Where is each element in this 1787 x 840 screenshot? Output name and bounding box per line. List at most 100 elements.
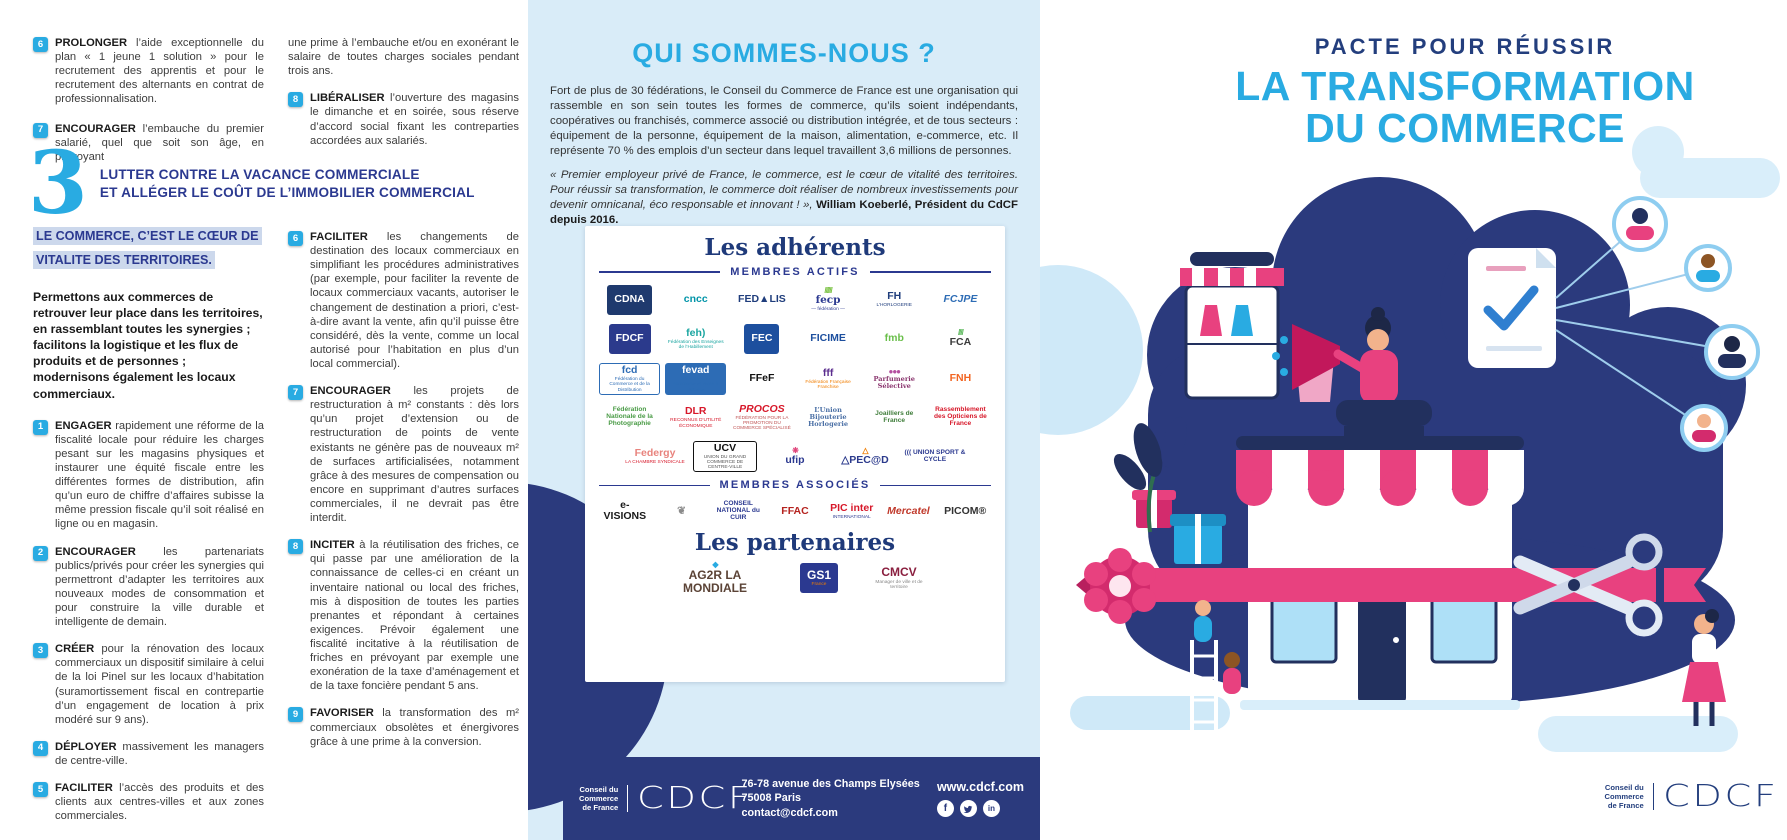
pact-item: 4 DÉPLOYER massivement les managers de ce… [33,740,264,768]
item-number-badge: 5 [33,782,48,798]
divider-line [599,271,721,273]
member-logo: FED▲LIS [738,287,786,313]
brand-line3: de France [1607,801,1644,811]
logo-text: fmb [884,332,904,345]
who-are-we-title: QUI SOMMES-NOUS ? [632,38,936,68]
member-logo: fff Fédération Française Franchise [798,366,859,392]
divider-line [599,484,710,487]
member-logo: fevad Fédération e-commerce et vente à di… [665,363,727,395]
logo-text: CONSEIL NATIONAL du CUIR [716,500,760,521]
address-line2: 75008 Paris [741,792,801,805]
cover-title-line1: PACTE POUR RÉUSSIR [1314,34,1616,59]
item-number-badge: 8 [288,92,303,108]
item-number-badge: 4 [33,740,48,756]
member-logo: FEC [744,324,780,354]
item-number-badge: 9 [288,707,303,723]
logo-text: L’Union Bijouterie Horlogerie [808,406,849,429]
left-panel: 6 PROLONGER l’aide exceptionnelle du plan… [0,0,528,840]
pact-item: 6 FACILITER les changements de destinatio… [288,230,519,371]
member-logo: Federgy LA CHAMBRE SYNDICALE [625,444,684,470]
address-line1: 76-78 avenue des Champs Elysées [741,777,920,790]
logo-text: FEC [751,332,773,345]
member-logo: //////fecp — fédération — [811,287,845,313]
logo-text: Mercatel [887,504,930,517]
member-logo: CMCV Manager de ville et de territoire [868,565,930,591]
divider-line [869,271,991,273]
logo-text: GS1 [806,567,831,582]
logo-accent: ◆ [712,560,718,570]
facebook-icon[interactable]: f [936,800,954,817]
member-logo: UCV UNION DU GRAND COMMERCE DE CENTRE-VIL… [692,440,758,473]
logo-row: CDNA cncc FED▲LIS //////fecp — fédération — F… [599,285,991,315]
website-link[interactable]: www.cdcf.com [936,780,1024,794]
brand-line3: de France [582,803,619,813]
active-members-divider: MEMBRES ACTIFS [599,266,991,278]
item-number-badge: 6 [33,37,48,52]
logo-subtext: France [811,582,827,588]
brand-line1: Conseil du [579,784,619,794]
logo-text: △PEC@D [841,454,889,467]
quote-text: « Premier employeur privé de France, le … [550,169,1018,212]
item-number-badge: 3 [33,643,48,659]
member-logo: △ △PEC@D [841,444,889,470]
contact-email[interactable]: contact@cdcf.com [741,806,838,819]
avatar [1684,244,1732,292]
logo-text: e-VISIONS [603,499,647,523]
logo-row: ◆ AG2R LA MONDIALE GS1 France CMCV Manager de… [599,561,991,594]
member-logo: FFeF [749,366,774,392]
item-text: ENGAGER rapidement une réforme de la fis… [55,419,264,531]
logo-subtext: RECONNUS D’UTILITÉ ÉCONOMIQUE [670,418,722,429]
member-logo: Joailliers de France [864,405,925,431]
associate-members-label: MEMBRES ASSOCIÉS [719,479,871,492]
member-logo: Mercatel [887,498,930,524]
cdcf-logo-white: Conseil du Commerce de France CDCF [579,781,750,816]
item-text: CRÉER pour la rénovation des locaux comm… [55,643,264,726]
adherents-title: Les adhérents [704,234,886,261]
logo-accent: ////// [824,286,832,296]
associate-members-divider: MEMBRES ASSOCIÉS [599,479,992,492]
logo-text: ufip [785,454,805,467]
associate-members-grid: e-VISIONS ❦ CONSEIL NATIONAL du CUIR FFAC PI… [599,498,991,524]
linkedin-icon[interactable]: in [982,800,1000,817]
item-number-badge: 6 [288,231,303,246]
item-text: PROLONGER l’aide exceptionnelle du plan … [55,37,265,106]
member-logo: FICIME [810,326,846,352]
member-logo: FNH [950,366,972,392]
cdcf-logo-smalltext: Conseil du Commerce de France [1604,782,1654,811]
logo-row: FDCF feh) Fédération des Enseignes de l’Ha… [599,324,991,354]
section-title: LUTTER CONTRE LA VACANCE COMMERCIALE ET … [100,152,475,201]
logo-row: Fédération Nationale de la Photographie D… [599,403,991,432]
member-logo: CONSEIL NATIONAL du CUIR [712,498,764,524]
contact-footer: Conseil du Commerce de France CDCF 76-78… [563,757,1040,840]
cover-title: PACTE POUR RÉUSSIR LA TRANSFORMATION DU … [1170,34,1760,150]
logo-subtext: LA CHAMBRE SYNDICALE [625,459,685,465]
member-logo: fmb [885,326,904,352]
pact-item: 1 ENGAGER rapidement une réforme de la fi… [33,419,264,532]
pact-item: une prime à l’embauche et/ou en exonéran… [288,36,519,78]
pact-item: 8 INCITER à la réutilisation des friches,… [288,538,519,693]
item-number-badge: 1 [33,419,48,435]
member-logo: FFAC [781,498,808,524]
avatar [1612,196,1668,252]
social-icons: f in [936,800,1000,817]
logo-text: ❦ [677,504,686,517]
logo-subtext: UNION DU GRAND COMMERCE DE CENTRE-VILLE [703,454,747,471]
brand-line2: Commerce [1604,791,1644,801]
item-text: une prime à l’embauche et/ou en exonéran… [288,37,519,78]
gift-boxes [1132,490,1226,564]
logo-subtext: Fédération Française Franchise [805,379,851,390]
member-logo: FDCF [608,324,651,354]
logo-text: Rassemblement des Opticiens de France [934,406,987,428]
avatar [1680,404,1728,452]
cover-title-line2: LA TRANSFORMATION [1235,63,1695,109]
section-title-line1: LUTTER CONTRE LA VACANCE COMMERCIALE [99,167,420,182]
president-quote: « Premier employeur privé de France, le … [550,168,1018,228]
member-logo: Rassemblement des Opticiens de France [930,405,991,431]
logo-row: e-VISIONS ❦ CONSEIL NATIONAL du CUIR FFAC PI… [599,498,991,524]
logo-subtext: INTERNATIONAL [832,514,871,520]
item-number-badge: 7 [288,385,303,401]
twitter-icon[interactable] [959,800,977,817]
logo-row: Federgy LA CHAMBRE SYNDICALE UCV UNION DU G… [623,440,968,473]
section-3-header: 3 LUTTER CONTRE LA VACANCE COMMERCIALE E… [28,141,518,226]
